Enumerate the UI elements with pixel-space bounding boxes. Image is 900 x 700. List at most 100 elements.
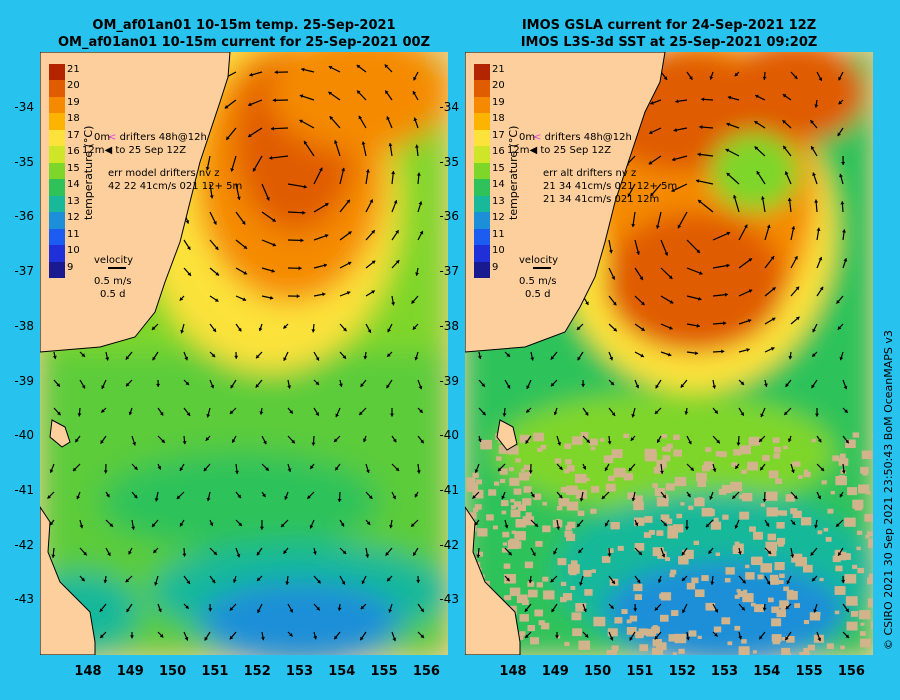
velocity-arrow-shaft [712, 231, 731, 241]
colorbar-segment [474, 80, 490, 98]
cloud-mask-pixel [838, 458, 849, 466]
velocity-arrow-head [180, 329, 185, 334]
velocity-arrow-head [688, 440, 692, 445]
velocity-arrow-head [714, 609, 718, 613]
right-title-line2: IMOS L3S-3d SST at 25-Sep-2021 09:20Z [520, 35, 818, 50]
velocity-arrow-head [648, 160, 653, 165]
velocity-arrow-head [481, 383, 485, 387]
velocity-arrow-head [371, 260, 376, 265]
velocity-arrow-head [609, 636, 614, 641]
cloud-mask-pixel [845, 439, 856, 448]
cloud-mask-pixel [807, 644, 815, 651]
velocity-arrow-head [322, 292, 326, 297]
velocity-arrow-head [185, 220, 190, 224]
cloud-mask-pixel [760, 563, 773, 573]
velocity-arrow-head [631, 223, 636, 228]
velocity-arrow-head [742, 579, 746, 584]
cloud-mask-pixel [791, 553, 803, 563]
velocity-arrow-head [176, 495, 181, 499]
velocity-arrow-head [790, 554, 795, 558]
velocity-arrow-head [272, 218, 276, 222]
cloud-mask-pixel [621, 609, 628, 614]
cloud-mask-pixel [753, 531, 763, 540]
velocity-arrow-head [716, 439, 720, 444]
cloud-mask-pixel [572, 628, 582, 637]
velocity-arrow-head [395, 260, 400, 264]
cloud-mask-pixel [511, 530, 516, 534]
velocity-arrow-head [236, 553, 241, 558]
velocity-arrow-head [367, 329, 372, 333]
velocity-arrow-head [839, 356, 844, 361]
cloud-mask-pixel [697, 635, 702, 639]
velocity-arrow-head [577, 356, 581, 361]
right-velocity-arrow [533, 267, 551, 269]
velocity-arrow-head [583, 608, 587, 612]
velocity-arrow-head [530, 357, 535, 361]
left-depth-tag-0m: 0m [94, 132, 111, 143]
cloud-mask-pixel [682, 549, 694, 559]
velocity-arrow-head [416, 579, 421, 583]
cloud-mask-pixel [496, 456, 502, 461]
velocity-arrow-head [206, 497, 211, 502]
cloud-mask-pixel [589, 438, 598, 446]
velocity-arrow-head [269, 156, 273, 160]
velocity-arrow-head [611, 276, 616, 280]
cloud-mask-pixel [472, 472, 479, 478]
velocity-arrow-head [627, 193, 632, 197]
cloud-mask-pixel [674, 476, 687, 487]
velocity-arrow-head [726, 231, 731, 236]
right-map [465, 52, 873, 655]
velocity-arrow-head [100, 634, 104, 638]
cloud-mask-pixel [713, 626, 722, 633]
cloud-mask-pixel [779, 573, 785, 578]
cloud-mask-pixel [859, 610, 871, 620]
velocity-arrow-head [213, 221, 217, 225]
cloud-mask-pixel [838, 475, 845, 481]
velocity-arrow-head [392, 438, 397, 443]
colorbar-tick-label: 19 [492, 96, 505, 108]
velocity-arrow-head [534, 523, 538, 527]
velocity-arrow-head [732, 495, 736, 499]
velocity-arrow-head [738, 551, 742, 555]
velocity-arrow-head [502, 413, 507, 417]
colorbar-segment [474, 113, 490, 131]
longitude-tick-label: 156 [412, 664, 440, 679]
cloud-mask-pixel [678, 648, 685, 654]
velocity-arrow-head [785, 636, 789, 641]
right-island-land [496, 419, 518, 451]
left-map-canvas [40, 52, 448, 655]
cloud-mask-pixel [798, 475, 803, 479]
cloud-mask-pixel [610, 522, 620, 530]
velocity-arrow-head [395, 230, 399, 234]
cloud-mask-pixel [754, 604, 764, 613]
velocity-arrow-head [224, 105, 229, 109]
left-colorbar [49, 64, 65, 279]
velocity-arrow-head [387, 353, 391, 357]
cloud-mask-pixel [856, 530, 863, 535]
velocity-arrow-head [837, 132, 841, 137]
velocity-arrow-head [581, 383, 586, 387]
velocity-arrow-head [133, 494, 138, 499]
cloud-mask-pixel [777, 537, 786, 545]
cloud-mask-pixel [533, 432, 544, 442]
cloud-mask-pixel [590, 508, 597, 514]
velocity-arrow-head [714, 410, 718, 414]
velocity-arrow-head [413, 552, 417, 556]
cloud-mask-pixel [632, 495, 643, 504]
velocity-arrow-head [631, 497, 636, 502]
velocity-arrow-head [756, 171, 761, 175]
velocity-arrow-head [783, 145, 787, 150]
cloud-mask-pixel [664, 497, 669, 502]
colorbar-segment [49, 195, 65, 213]
left-panel-title: OM_af01an01 10-15m temp. 25-Sep-2021 OM_… [40, 17, 448, 51]
velocity-arrow-head [559, 466, 563, 470]
left-title-line2: OM_af01an01 10-15m current for 25-Sep-20… [57, 35, 430, 50]
velocity-arrow-head [791, 521, 796, 525]
velocity-arrow-head [339, 383, 343, 387]
colorbar-tick-label: 17 [492, 129, 505, 141]
cloud-mask-pixel [741, 492, 753, 502]
velocity-arrow-head [315, 412, 319, 416]
cloud-mask-pixel [503, 563, 511, 569]
velocity-arrow-head [508, 551, 512, 556]
cloud-mask-pixel [466, 482, 478, 492]
